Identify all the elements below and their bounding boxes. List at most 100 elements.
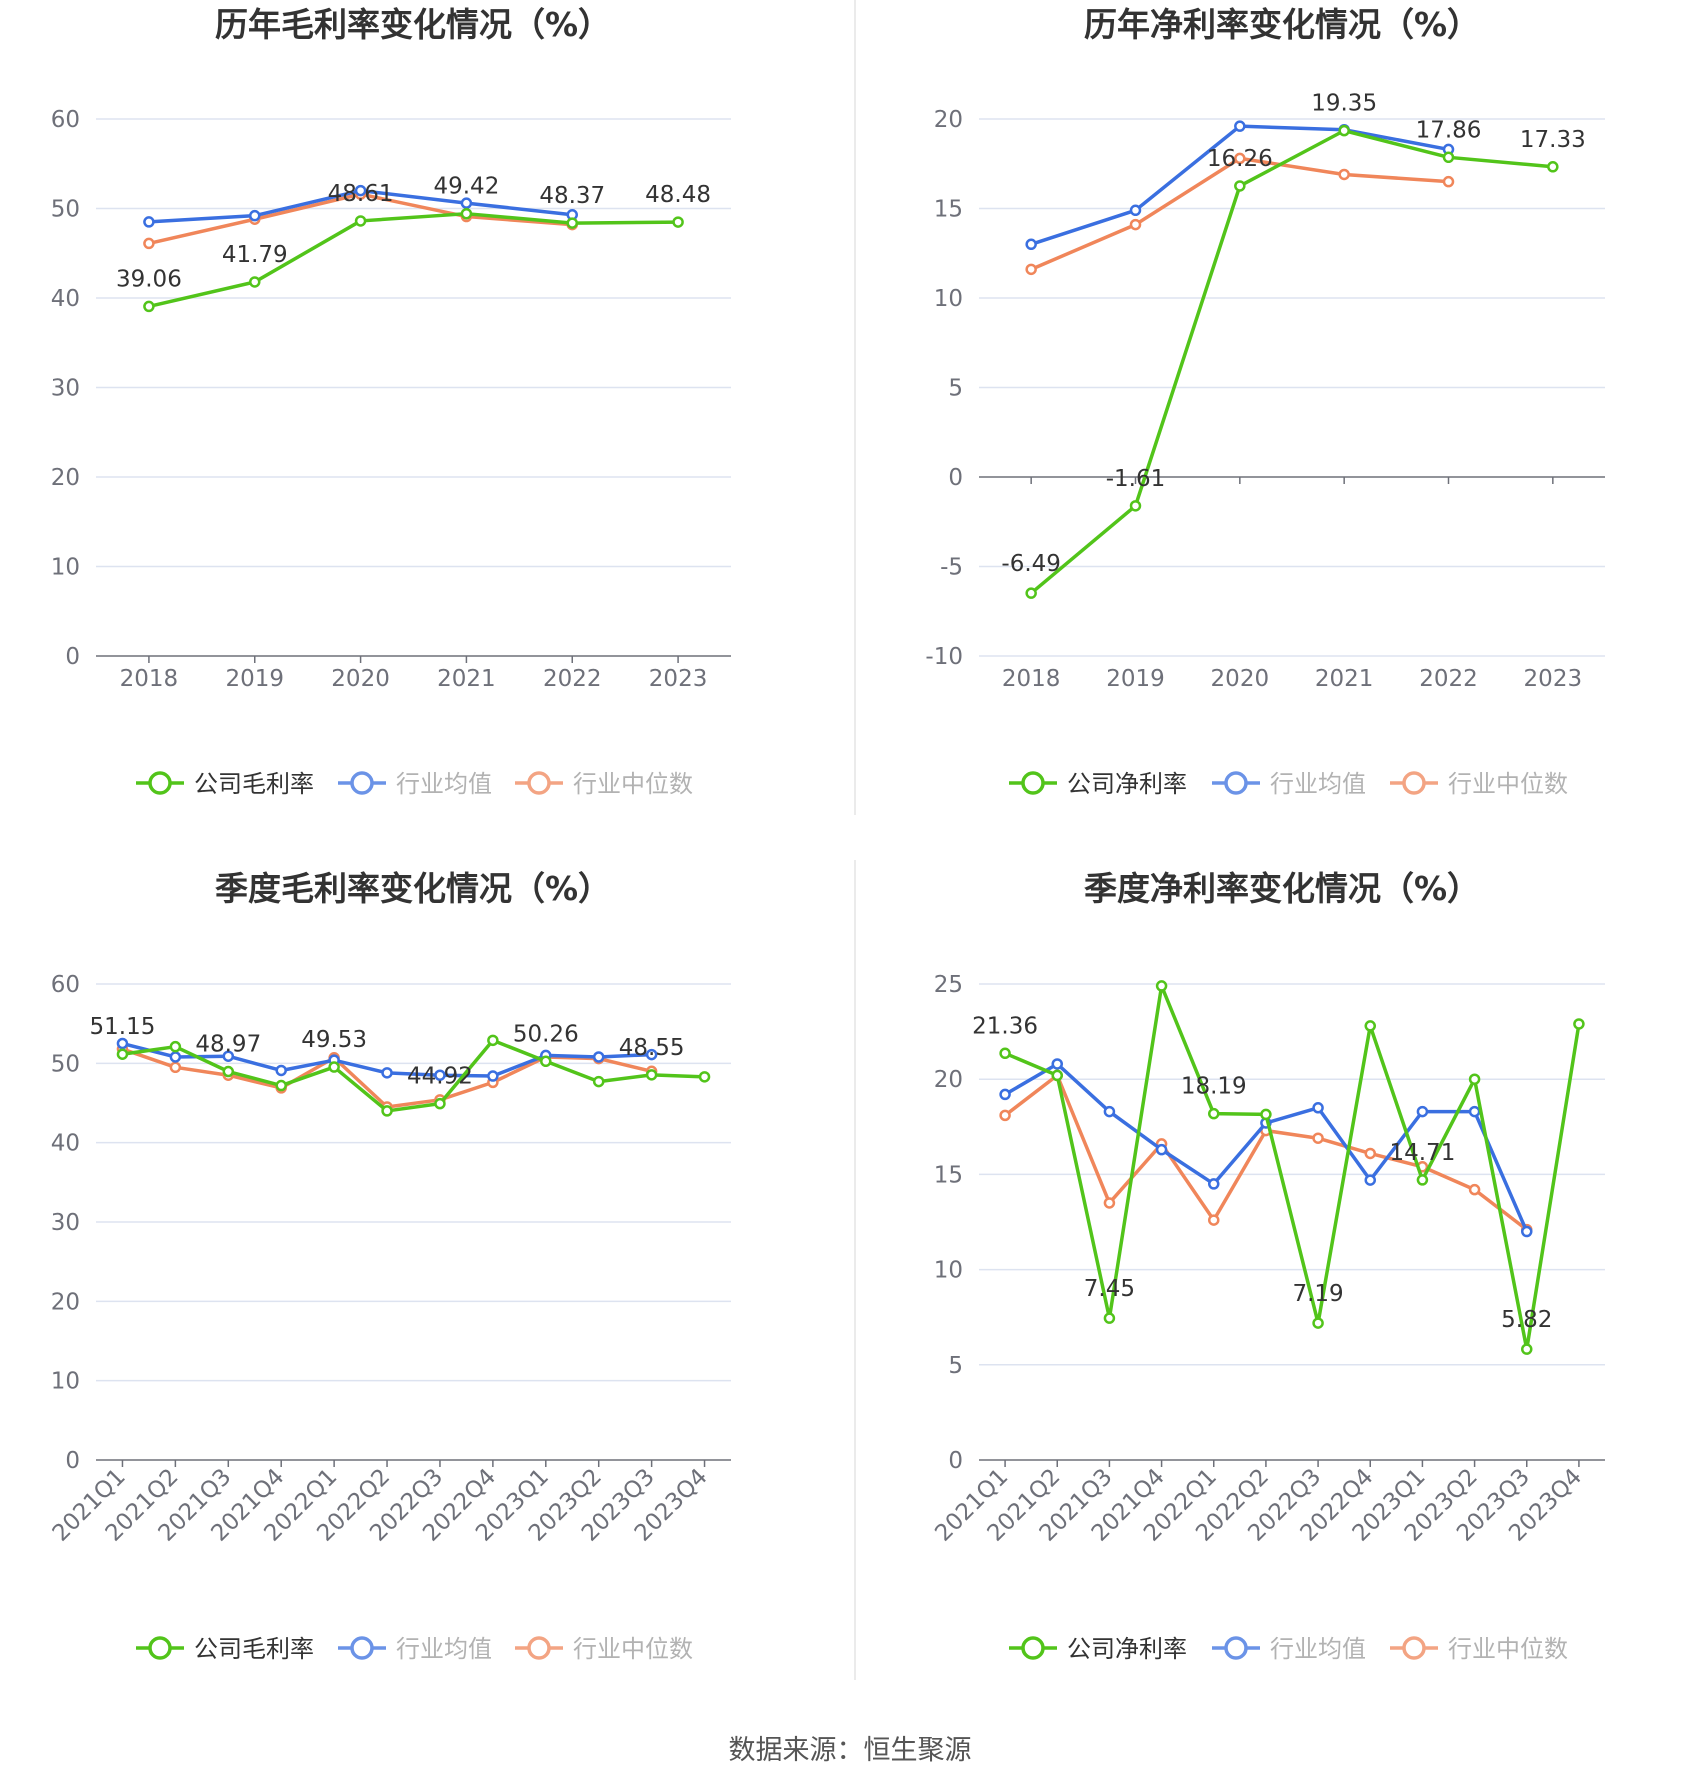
x-tick-label: 2021 — [1315, 666, 1374, 692]
y-tick-label: 20 — [934, 107, 963, 133]
y-tick-label: 60 — [51, 972, 80, 998]
legend-marker-icon — [1224, 771, 1248, 795]
legend-marker-icon — [1224, 1636, 1248, 1660]
x-tick-label: 2019 — [225, 666, 284, 692]
data-point-industry-median — [169, 1061, 182, 1074]
data-label: 39.06 — [116, 266, 182, 292]
chart-panel-4: 季度净利率变化情况（%）25201510502021Q12021Q22021Q3… — [930, 869, 1605, 1663]
data-point-company — [1208, 1107, 1220, 1120]
y-tick-label: 0 — [65, 1448, 80, 1474]
legend-marker-icon — [1402, 1636, 1426, 1660]
legend-item-industry-median: 行业中位数 — [515, 1635, 693, 1663]
data-point-company — [1416, 1174, 1429, 1186]
data-point-industry-avg — [143, 216, 155, 228]
x-tick-label: 2020 — [331, 666, 390, 692]
y-tick-label: 60 — [51, 107, 80, 133]
data-point-industry-median — [1442, 175, 1455, 188]
legend-item-company: 公司毛利率 — [136, 770, 314, 798]
data-point-company — [1547, 161, 1559, 173]
y-tick-label: 0 — [948, 465, 963, 491]
data-point-company — [222, 1065, 235, 1078]
legend-label: 公司毛利率 — [194, 1635, 314, 1663]
legend-item-company: 公司净利率 — [1009, 1635, 1187, 1663]
x-tick-label: 2021 — [437, 666, 496, 692]
data-point-company — [1338, 124, 1350, 137]
data-point-industry-median — [1208, 1214, 1220, 1226]
data-point-industry-median — [1129, 218, 1142, 231]
series-line-industry-median — [1030, 156, 1449, 271]
data-point-industry-avg — [1521, 1225, 1533, 1238]
y-tick-label: 25 — [934, 972, 963, 998]
y-tick-label: 5 — [948, 376, 963, 402]
data-point-company — [1051, 1069, 1063, 1082]
data-point-company — [566, 217, 578, 229]
legend-item-industry-median: 行业中位数 — [515, 770, 693, 798]
x-tick-label: 2020 — [1211, 666, 1270, 692]
legend-label: 行业均值 — [1270, 1635, 1366, 1663]
data-point-industry-median — [1312, 1132, 1324, 1144]
legend-marker-icon — [1021, 771, 1045, 795]
series-line-company — [1030, 128, 1553, 595]
data-point-company — [354, 215, 367, 227]
data-point-company — [1442, 151, 1455, 164]
legend-label: 行业中位数 — [573, 1635, 693, 1663]
data-point-company — [1103, 1312, 1116, 1324]
data-label: 51.15 — [90, 1014, 156, 1040]
legend-marker-icon — [148, 771, 172, 795]
legend-marker-icon — [527, 771, 551, 795]
x-tick-label: 2023 — [649, 666, 708, 692]
legend-label: 公司净利率 — [1067, 1635, 1187, 1663]
data-point-company — [1260, 1108, 1272, 1121]
data-label: 49.53 — [301, 1027, 367, 1053]
data-label: 49.42 — [433, 174, 499, 200]
chart-panel-1: 历年毛利率变化情况（%） 60 50 40 30 20 10 0 2018 2019 2020 202… — [51, 5, 731, 798]
data-label: 41.79 — [222, 242, 288, 268]
data-point-industry-median — [143, 237, 155, 250]
data-point-company — [381, 1105, 393, 1117]
data-point-industry-avg — [434, 1069, 446, 1081]
chart-panel-2: 历年净利率变化情况（%） 20 15 10 5 0 -5 -10 2018 2019 2020 202… — [925, 5, 1605, 798]
y-tick-label: 10 — [51, 1369, 80, 1395]
data-label: 48.48 — [645, 182, 711, 208]
legend-item-industry-avg: 行业均值 — [338, 1635, 492, 1663]
data-point-industry-avg — [1051, 1058, 1063, 1070]
legend-label: 行业均值 — [1270, 770, 1366, 798]
data-point-company — [1312, 1317, 1324, 1329]
data-point-company — [1155, 980, 1168, 992]
data-point-company — [460, 207, 473, 220]
x-tick-label: 2023 — [1524, 666, 1583, 692]
data-point-industry-avg — [222, 1050, 235, 1062]
data-point-industry-avg — [354, 184, 367, 197]
series-line-company — [122, 1038, 705, 1113]
data-point-industry-avg — [1468, 1105, 1481, 1118]
data-point-company — [999, 1047, 1011, 1060]
data-label: -1.61 — [1106, 466, 1166, 492]
data-point-industry-median — [1103, 1197, 1116, 1209]
data-point-industry-avg — [275, 1064, 287, 1077]
legend-item-industry-avg: 行业均值 — [1212, 1635, 1366, 1663]
data-label: 21.36 — [972, 1013, 1038, 1039]
legend-label: 行业中位数 — [573, 770, 693, 798]
data-label: 14.71 — [1389, 1140, 1455, 1166]
data-point-industry-avg — [999, 1088, 1011, 1101]
legend-marker-icon — [350, 1636, 374, 1660]
data-point-industry-avg — [1234, 120, 1246, 132]
x-tick-label: 2022 — [1419, 666, 1478, 692]
data-point-company — [1129, 500, 1142, 512]
y-tick-label: 15 — [934, 197, 963, 223]
data-label: 48.61 — [328, 181, 394, 207]
data-point-company — [487, 1034, 499, 1047]
data-point-industry-avg — [1025, 238, 1037, 251]
series-line-company — [1004, 984, 1581, 1351]
data-point-company — [1468, 1073, 1481, 1085]
legend-item-industry-median: 行业中位数 — [1390, 1635, 1568, 1663]
data-point-industry-avg — [116, 1037, 129, 1050]
y-tick-label: -5 — [940, 555, 963, 581]
data-point-company — [1025, 587, 1037, 599]
data-point-company — [1573, 1018, 1585, 1030]
y-tick-label: 50 — [51, 197, 80, 223]
data-point-industry-avg — [1103, 1105, 1116, 1118]
data-point-industry-avg — [1208, 1178, 1220, 1190]
data-point-industry-median — [999, 1109, 1011, 1122]
